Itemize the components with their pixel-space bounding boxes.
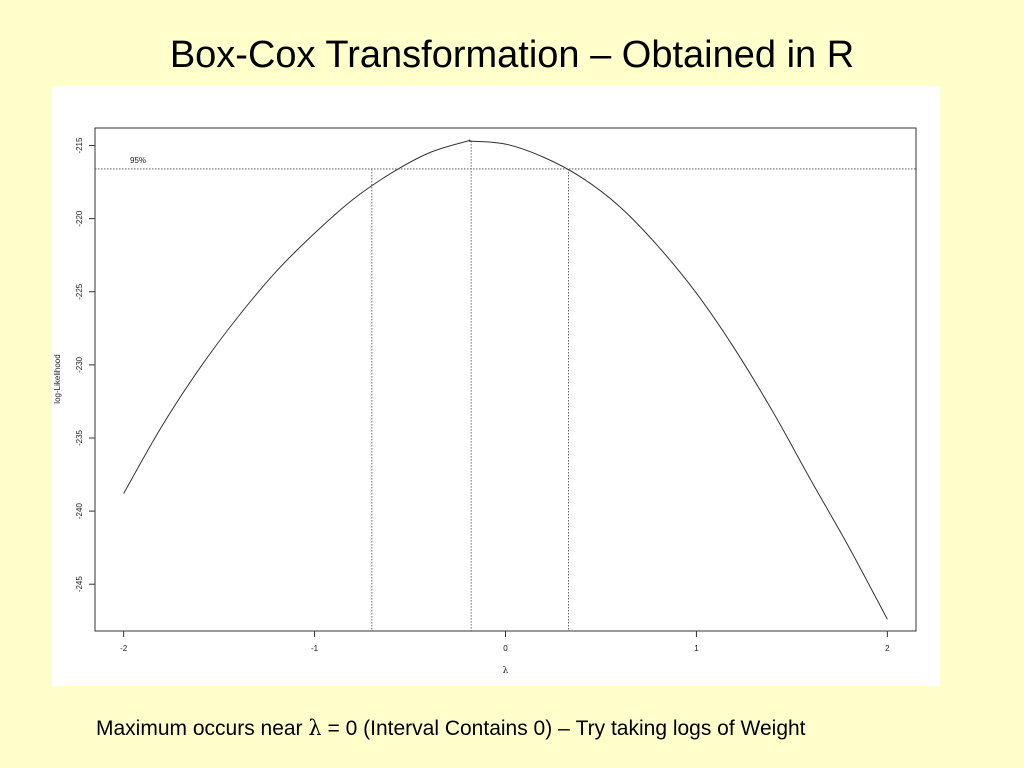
- y-tick-label: -215: [75, 137, 84, 154]
- ci-label: 95%: [130, 156, 146, 165]
- x-axis-label: λ: [503, 666, 509, 676]
- x-tick-label: 1: [694, 644, 699, 653]
- y-tick-label: -220: [75, 210, 84, 227]
- y-tick-label: -235: [75, 429, 84, 446]
- confidence-lines: [95, 141, 916, 631]
- plot-panel: -215 -220 -225 -230 -235 -240 -245 -2 -1 0 1 2 95%…: [52, 86, 940, 686]
- slide-title: Box-Cox Transformation – Obtained in R: [169, 34, 855, 76]
- x-tick-label: 2: [885, 644, 890, 653]
- y-axis-label: log-Likelihood: [53, 354, 62, 403]
- y-axis: -215 -220 -225 -230 -235 -240 -245: [75, 137, 95, 592]
- y-tick-label: -240: [75, 503, 84, 520]
- caption-text-end: = 0 (Interval Contains 0) – Try taking l…: [321, 717, 806, 740]
- caption-text-start: Maximum occurs near: [96, 717, 309, 740]
- lambda-symbol: λ: [308, 716, 322, 740]
- y-tick-label: -245: [75, 576, 84, 593]
- x-tick-label: -2: [120, 644, 128, 653]
- caption: Maximum occurs near λ = 0 (Interval Cont…: [96, 716, 806, 741]
- plot-frame: [94, 127, 917, 632]
- x-axis: -2 -1 0 1 2: [120, 631, 890, 653]
- x-tick-label: 0: [503, 644, 508, 653]
- boxcox-chart: -215 -220 -225 -230 -235 -240 -245 -2 -1 0 1 2 95%…: [53, 127, 917, 676]
- x-tick-label: -1: [311, 644, 319, 653]
- y-tick-label: -230: [75, 356, 84, 373]
- log-likelihood-curve: [123, 139, 888, 620]
- y-tick-label: -225: [75, 283, 84, 300]
